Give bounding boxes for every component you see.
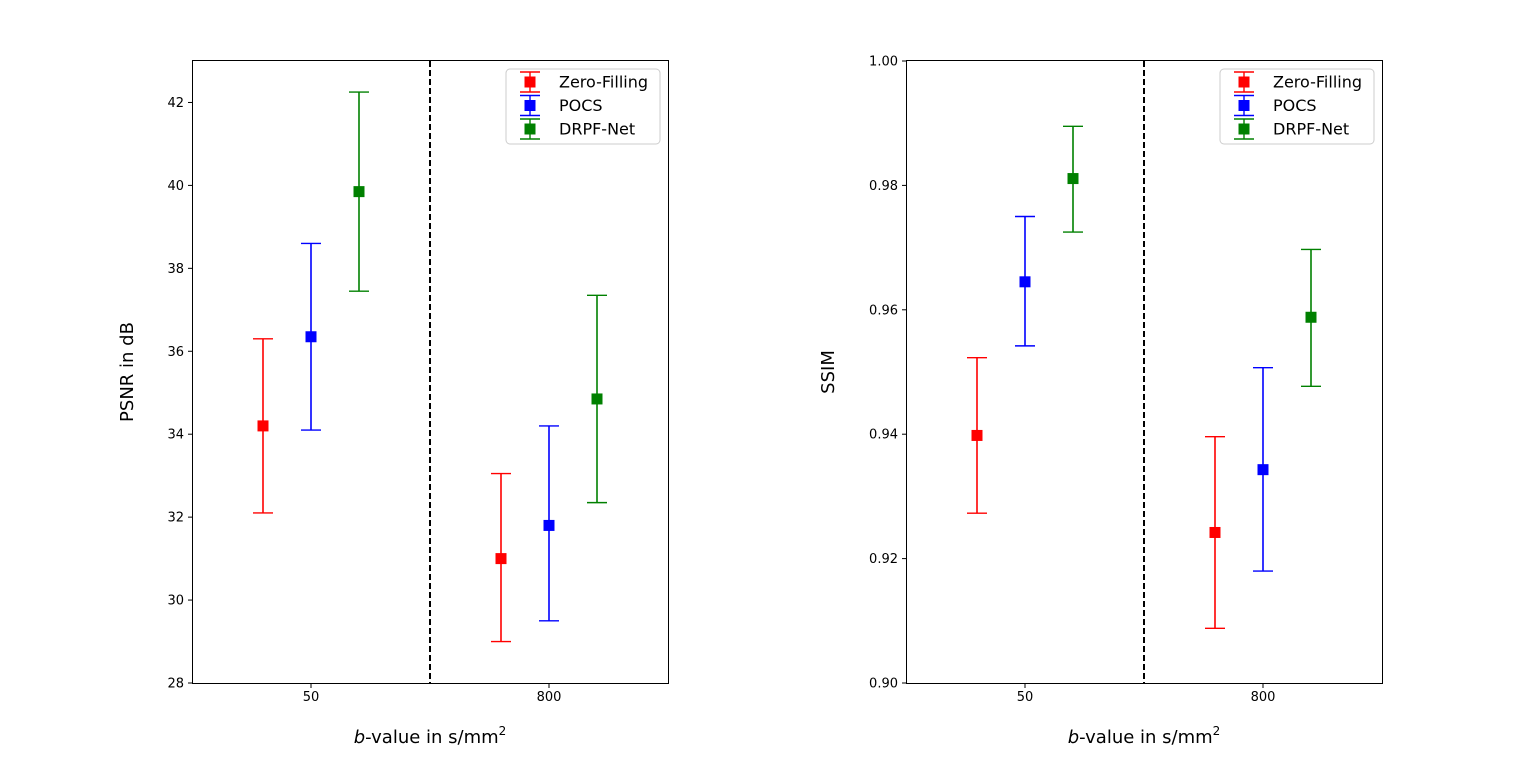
ssim-x-ticks: 50 800	[1017, 683, 1276, 705]
psnr-legend-drpf-net-marker	[524, 123, 536, 135]
psnr-zero-filling-marker-50	[257, 420, 269, 432]
psnr-x-axis-label-italic: b	[354, 727, 365, 748]
ssim-legend-box	[1219, 68, 1375, 145]
ssim-x-tick-label: 50	[1017, 690, 1034, 705]
ssim-x-axis-label-superscript: 2	[1213, 724, 1221, 738]
ssim-y-tick-label: 0.98	[869, 179, 898, 194]
psnr-x-tick-label: 50	[303, 690, 320, 705]
ssim-legend-drpf-net-marker	[1238, 123, 1250, 135]
ssim-y-tick-label: 0.90	[869, 677, 898, 692]
ssim-x-tick-label: 800	[1251, 690, 1276, 705]
ssim-plot-frame	[906, 60, 1383, 684]
ssim-drpf-net-marker-50	[1067, 173, 1079, 185]
ssim-y-tick-label: 0.92	[869, 552, 898, 567]
psnr-x-tick-label: 800	[537, 690, 562, 705]
ssim-y-tick-label: 1.00	[869, 55, 898, 70]
ssim-legend-items: Zero-Filling POCS DRPF-Net	[1234, 71, 1362, 140]
ssim-y-ticks: 0.90 0.92 0.94 0.96 0.98 1.00	[869, 55, 907, 692]
psnr-panel: 28 30 32 34 36 38 40 42 50 800 PSNR in dB b-valu…	[117, 60, 669, 748]
psnr-y-tick-label: 30	[167, 594, 184, 609]
ssim-legend-pocs-marker	[1238, 100, 1250, 111]
psnr-data-marks	[253, 91, 607, 643]
ssim-legend-pocs-label: POCS	[1273, 96, 1317, 115]
ssim-pocs-marker-50	[1019, 276, 1031, 288]
ssim-panel: 0.90 0.92 0.94 0.96 0.98 1.00 50 800 SSIM b-va…	[818, 55, 1383, 748]
ssim-y-axis-label: SSIM	[818, 350, 839, 394]
psnr-legend-zero-filling-marker	[524, 76, 536, 88]
psnr-x-ticks: 50 800	[303, 683, 562, 705]
psnr-legend: Zero-Filling POCS DRPF-Net	[505, 68, 661, 145]
psnr-y-axis-label: PSNR in dB	[117, 322, 138, 422]
ssim-pocs-marker-800	[1257, 464, 1269, 476]
ssim-x-axis-label-text: -value in s/mm	[1079, 727, 1213, 748]
psnr-zero-filling-marker-800	[495, 553, 507, 565]
psnr-legend-items: Zero-Filling POCS DRPF-Net	[520, 71, 648, 140]
ssim-data-marks	[967, 125, 1321, 629]
ssim-zero-filling-marker-800	[1209, 526, 1221, 538]
psnr-y-tick-label: 28	[167, 677, 184, 692]
psnr-y-tick-label: 36	[167, 345, 184, 360]
ssim-legend-zero-filling-label: Zero-Filling	[1273, 73, 1362, 92]
psnr-x-axis-label-text: -value in s/mm	[365, 727, 499, 748]
psnr-legend-zero-filling-label: Zero-Filling	[559, 73, 648, 92]
psnr-pocs-marker-800	[543, 519, 555, 531]
ssim-drpf-net-marker-800	[1305, 311, 1317, 323]
psnr-y-tick-label: 38	[167, 262, 184, 277]
psnr-y-tick-label: 42	[167, 96, 184, 111]
ssim-legend: Zero-Filling POCS DRPF-Net	[1219, 68, 1375, 145]
psnr-plot-frame	[192, 60, 669, 684]
psnr-legend-drpf-net-label: DRPF-Net	[559, 120, 635, 139]
psnr-y-tick-label: 32	[167, 511, 184, 526]
psnr-legend-box	[505, 68, 661, 145]
ssim-legend-zero-filling-marker	[1238, 76, 1250, 88]
ssim-x-axis-label-italic: b	[1068, 727, 1079, 748]
psnr-x-axis-label-superscript: 2	[499, 724, 507, 738]
psnr-y-tick-label: 34	[167, 428, 184, 443]
psnr-x-axis-label: b-value in s/mm2	[354, 724, 507, 748]
ssim-legend-drpf-net-label: DRPF-Net	[1273, 120, 1349, 139]
psnr-legend-pocs-marker	[524, 100, 536, 111]
psnr-drpf-net-marker-50	[353, 186, 365, 198]
ssim-y-tick-label: 0.94	[869, 428, 898, 443]
ssim-zero-filling-marker-50	[971, 429, 983, 441]
ssim-x-axis-label: b-value in s/mm2	[1068, 724, 1221, 748]
psnr-y-tick-label: 40	[167, 179, 184, 194]
psnr-y-ticks: 28 30 32 34 36 38 40 42	[167, 96, 193, 692]
ssim-y-tick-label: 0.96	[869, 303, 898, 318]
psnr-pocs-marker-50	[305, 331, 317, 343]
psnr-drpf-net-marker-800	[591, 393, 603, 405]
psnr-legend-pocs-label: POCS	[559, 96, 603, 115]
